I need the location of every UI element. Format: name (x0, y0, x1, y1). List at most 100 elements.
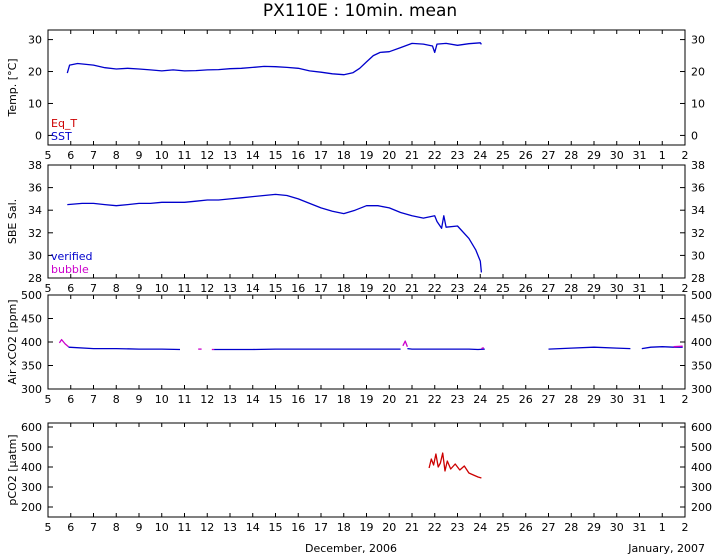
x-tick-label: 1 (659, 282, 666, 295)
y-tick-label: 28 (28, 272, 42, 285)
x-tick-label: 20 (382, 149, 396, 162)
y-tick-label: 30 (28, 249, 42, 262)
series-line-1-0 (58, 338, 69, 348)
x-tick-label: 16 (291, 282, 305, 295)
x-tick-label: 20 (382, 282, 396, 295)
x-tick-label: 31 (633, 149, 647, 162)
x-tick-label: 7 (90, 521, 97, 534)
x-tick-label: 8 (113, 149, 120, 162)
y-tick-label: 200 (21, 501, 42, 514)
x-tick-label: 11 (178, 393, 192, 406)
x-tick-label: 2 (682, 521, 689, 534)
y-tick-label-right: 300 (691, 481, 712, 494)
x-tick-label: 8 (113, 282, 120, 295)
y-axis-label: Temp. [°C] (6, 58, 19, 117)
x-tick-label: 10 (155, 521, 169, 534)
x-tick-label: 2 (682, 149, 689, 162)
series-line-1-3 (402, 340, 409, 347)
x-tick-label: 25 (496, 282, 510, 295)
y-axis-label: Air xCO2 [ppm] (6, 299, 19, 384)
x-footer-left: December, 2006 (305, 542, 397, 555)
x-tick-label: 14 (246, 282, 260, 295)
x-tick-label: 21 (405, 282, 419, 295)
y-tick-label-right: 28 (691, 272, 705, 285)
x-tick-label: 27 (542, 149, 556, 162)
series-line-0-0 (428, 452, 482, 479)
x-tick-label: 31 (633, 393, 647, 406)
panel-1: 5 6 7 8 9 10 11 12 13 14 15 16 17 18 19 20 21 22 23 24 25 26 2… (6, 159, 705, 295)
panel-2: 5 6 7 8 9 10 11 12 13 14 15 16 17 18 19 20 21 22 23 24 25 26 2… (6, 289, 712, 406)
series-line-1-5 (673, 345, 683, 348)
y-tick-label-right: 32 (691, 227, 705, 240)
panel-3: 5 6 7 8 9 10 11 12 13 14 15 16 17 18 19 20 21 22 23 24 25 26 2… (6, 421, 712, 534)
y-tick-label: 38 (28, 159, 42, 172)
x-tick-label: 30 (610, 282, 624, 295)
x-tick-label: 27 (542, 521, 556, 534)
x-tick-label: 8 (113, 393, 120, 406)
y-axis-label: SBE Sal. (6, 199, 19, 244)
x-tick-label: 9 (136, 521, 143, 534)
series-line-0-0 (67, 193, 483, 273)
x-tick-label: 6 (67, 393, 74, 406)
series-line-0-2 (407, 347, 485, 351)
x-tick-label: 23 (451, 393, 465, 406)
x-tick-label: 23 (451, 282, 465, 295)
y-tick-label-right: 400 (691, 336, 712, 349)
x-tick-label: 30 (610, 393, 624, 406)
x-tick-label: 17 (314, 521, 328, 534)
series-line-0-0 (66, 42, 482, 76)
y-tick-label: 400 (21, 336, 42, 349)
x-tick-label: 2 (682, 393, 689, 406)
y-tick-label: 20 (28, 66, 42, 79)
x-tick-label: 29 (587, 393, 601, 406)
x-tick-label: 29 (587, 521, 601, 534)
x-tick-label: 7 (90, 282, 97, 295)
series-line-1-4 (481, 347, 484, 350)
x-tick-label: 13 (223, 521, 237, 534)
x-tick-label: 22 (428, 282, 442, 295)
x-tick-label: 5 (45, 521, 52, 534)
x-tick-label: 16 (291, 149, 305, 162)
x-tick-label: 16 (291, 521, 305, 534)
x-tick-label: 15 (269, 393, 283, 406)
x-tick-label: 26 (519, 149, 533, 162)
x-tick-label: 27 (542, 282, 556, 295)
x-tick-label: 13 (223, 393, 237, 406)
y-tick-label-right: 36 (691, 182, 705, 195)
y-tick-label-right: 38 (691, 159, 705, 172)
x-tick-label: 15 (269, 149, 283, 162)
x-tick-label: 31 (633, 521, 647, 534)
x-tick-label: 19 (360, 393, 374, 406)
y-tick-label: 400 (21, 461, 42, 474)
y-tick-label-right: 200 (691, 501, 712, 514)
x-tick-label: 11 (178, 282, 192, 295)
x-footer-right: January, 2007 (627, 542, 705, 555)
x-tick-label: 27 (542, 393, 556, 406)
y-tick-label-right: 300 (691, 383, 712, 396)
y-tick-label-right: 400 (691, 461, 712, 474)
x-tick-label: 7 (90, 149, 97, 162)
x-tick-label: 17 (314, 282, 328, 295)
y-tick-label-right: 600 (691, 421, 712, 434)
x-tick-label: 15 (269, 521, 283, 534)
series-line-0-0 (68, 346, 181, 351)
x-tick-label: 15 (269, 282, 283, 295)
x-tick-label: 22 (428, 521, 442, 534)
x-tick-label: 18 (337, 149, 351, 162)
y-tick-label-right: 350 (691, 360, 712, 373)
x-tick-label: 24 (473, 521, 487, 534)
x-tick-label: 21 (405, 393, 419, 406)
y-tick-label: 36 (28, 182, 42, 195)
x-tick-label: 23 (451, 521, 465, 534)
x-tick-label: 25 (496, 521, 510, 534)
x-tick-label: 18 (337, 393, 351, 406)
x-tick-label: 21 (405, 149, 419, 162)
legend-entry: SST (51, 130, 72, 143)
y-tick-label-right: 30 (691, 249, 705, 262)
x-tick-label: 24 (473, 282, 487, 295)
x-tick-label: 30 (610, 521, 624, 534)
x-tick-label: 17 (314, 393, 328, 406)
x-tick-label: 8 (113, 521, 120, 534)
x-tick-label: 12 (200, 393, 214, 406)
